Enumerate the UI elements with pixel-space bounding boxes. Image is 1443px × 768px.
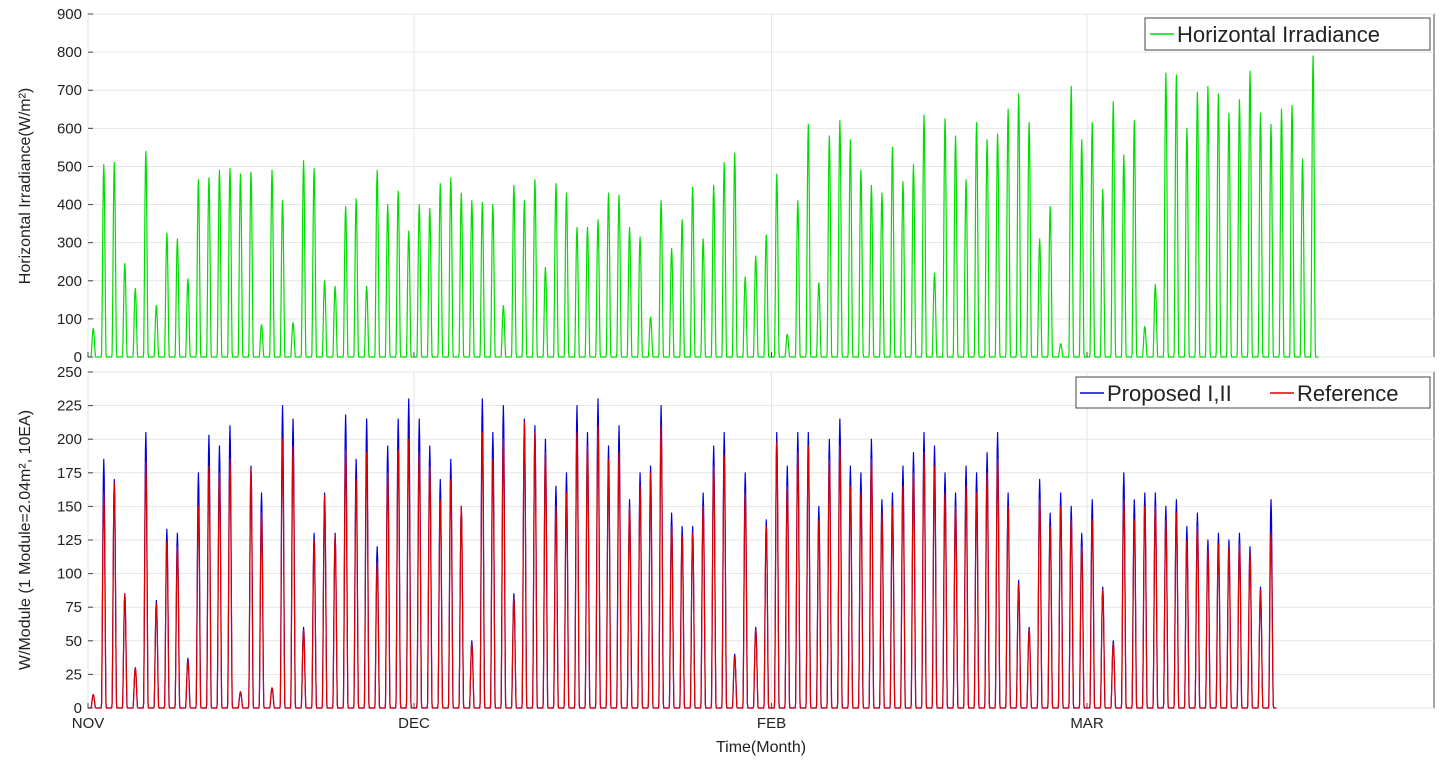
module-power-y-tick-label: 200: [57, 431, 82, 448]
module-power-y-tick-label: 25: [65, 666, 82, 683]
module-power-legend: Proposed I,II Reference: [1075, 376, 1431, 409]
module-power-y-tick-label: 150: [57, 498, 82, 515]
month-x-ticks: NOV DEC FEB MAR: [72, 715, 1104, 732]
irradiance-y-axis-title: Horizontal Irradiance(W/m²): [17, 88, 34, 284]
irradiance-y-tick-label: 300: [57, 235, 82, 252]
module-power-y-tick-label: 250: [57, 364, 82, 381]
x-tick-label-feb: FEB: [757, 715, 786, 732]
irradiance-y-tick-label: 800: [57, 44, 82, 61]
module-power-y-tick-label: 75: [65, 599, 82, 616]
legend-label-horizontal-irradiance: Horizontal Irradiance: [1177, 22, 1380, 47]
module-power-y-tick-label: 0: [74, 700, 82, 717]
irradiance-legend: Horizontal Irradiance: [1144, 17, 1431, 51]
irradiance-panel: 0 100 200 300 400 500 600 700 800 900 Horizontal …: [17, 6, 1435, 366]
legend-label-proposed: Proposed I,II: [1107, 381, 1232, 406]
x-axis-title: Time(Month): [716, 739, 806, 756]
irradiance-y-tick-label: 900: [57, 6, 82, 23]
irradiance-y-tick-label: 700: [57, 82, 82, 99]
module-power-y-axis-title: W/Module (1 Module=2.04m², 10EA): [17, 410, 34, 670]
irradiance-y-tick-label: 100: [57, 311, 82, 328]
irradiance-y-tick-label: 400: [57, 197, 82, 214]
series-line-reference: [87, 421, 1277, 709]
series-line-horizontal-irradiance: [87, 55, 1319, 358]
module-power-legend-box: [1075, 376, 1431, 409]
module-power-y-ticks: 0 25 50 75 100 125 150 175 200 225 250: [57, 364, 1088, 717]
module-power-y-tick-label: 50: [65, 633, 82, 650]
irradiance-y-ticks: 0 100 200 300 400 500 600 700 800 900: [57, 6, 1088, 366]
module-power-panel: 0 25 50 75 100 125 150 175 200 225 250 NOV DEC FEB MA…: [17, 364, 1435, 756]
irradiance-plot-frame: [87, 13, 1435, 358]
irradiance-series: [87, 55, 1319, 358]
irradiance-y-tick-label: 500: [57, 158, 82, 175]
legend-label-reference: Reference: [1297, 381, 1399, 406]
module-power-y-tick-label: 125: [57, 532, 82, 549]
irradiance-legend-box: [1144, 17, 1431, 51]
module-power-y-tick-label: 225: [57, 398, 82, 415]
module-power-y-tick-label: 175: [57, 465, 82, 482]
irradiance-y-tick-label: 0: [74, 349, 82, 366]
x-tick-label-mar: MAR: [1070, 715, 1104, 732]
module-power-y-tick-label: 100: [57, 566, 82, 583]
irradiance-y-tick-label: 200: [57, 273, 82, 290]
x-tick-label-dec: DEC: [398, 715, 430, 732]
x-tick-label-nov: NOV: [72, 715, 105, 732]
irradiance-y-tick-label: 600: [57, 120, 82, 137]
module-power-series: [87, 398, 1277, 709]
